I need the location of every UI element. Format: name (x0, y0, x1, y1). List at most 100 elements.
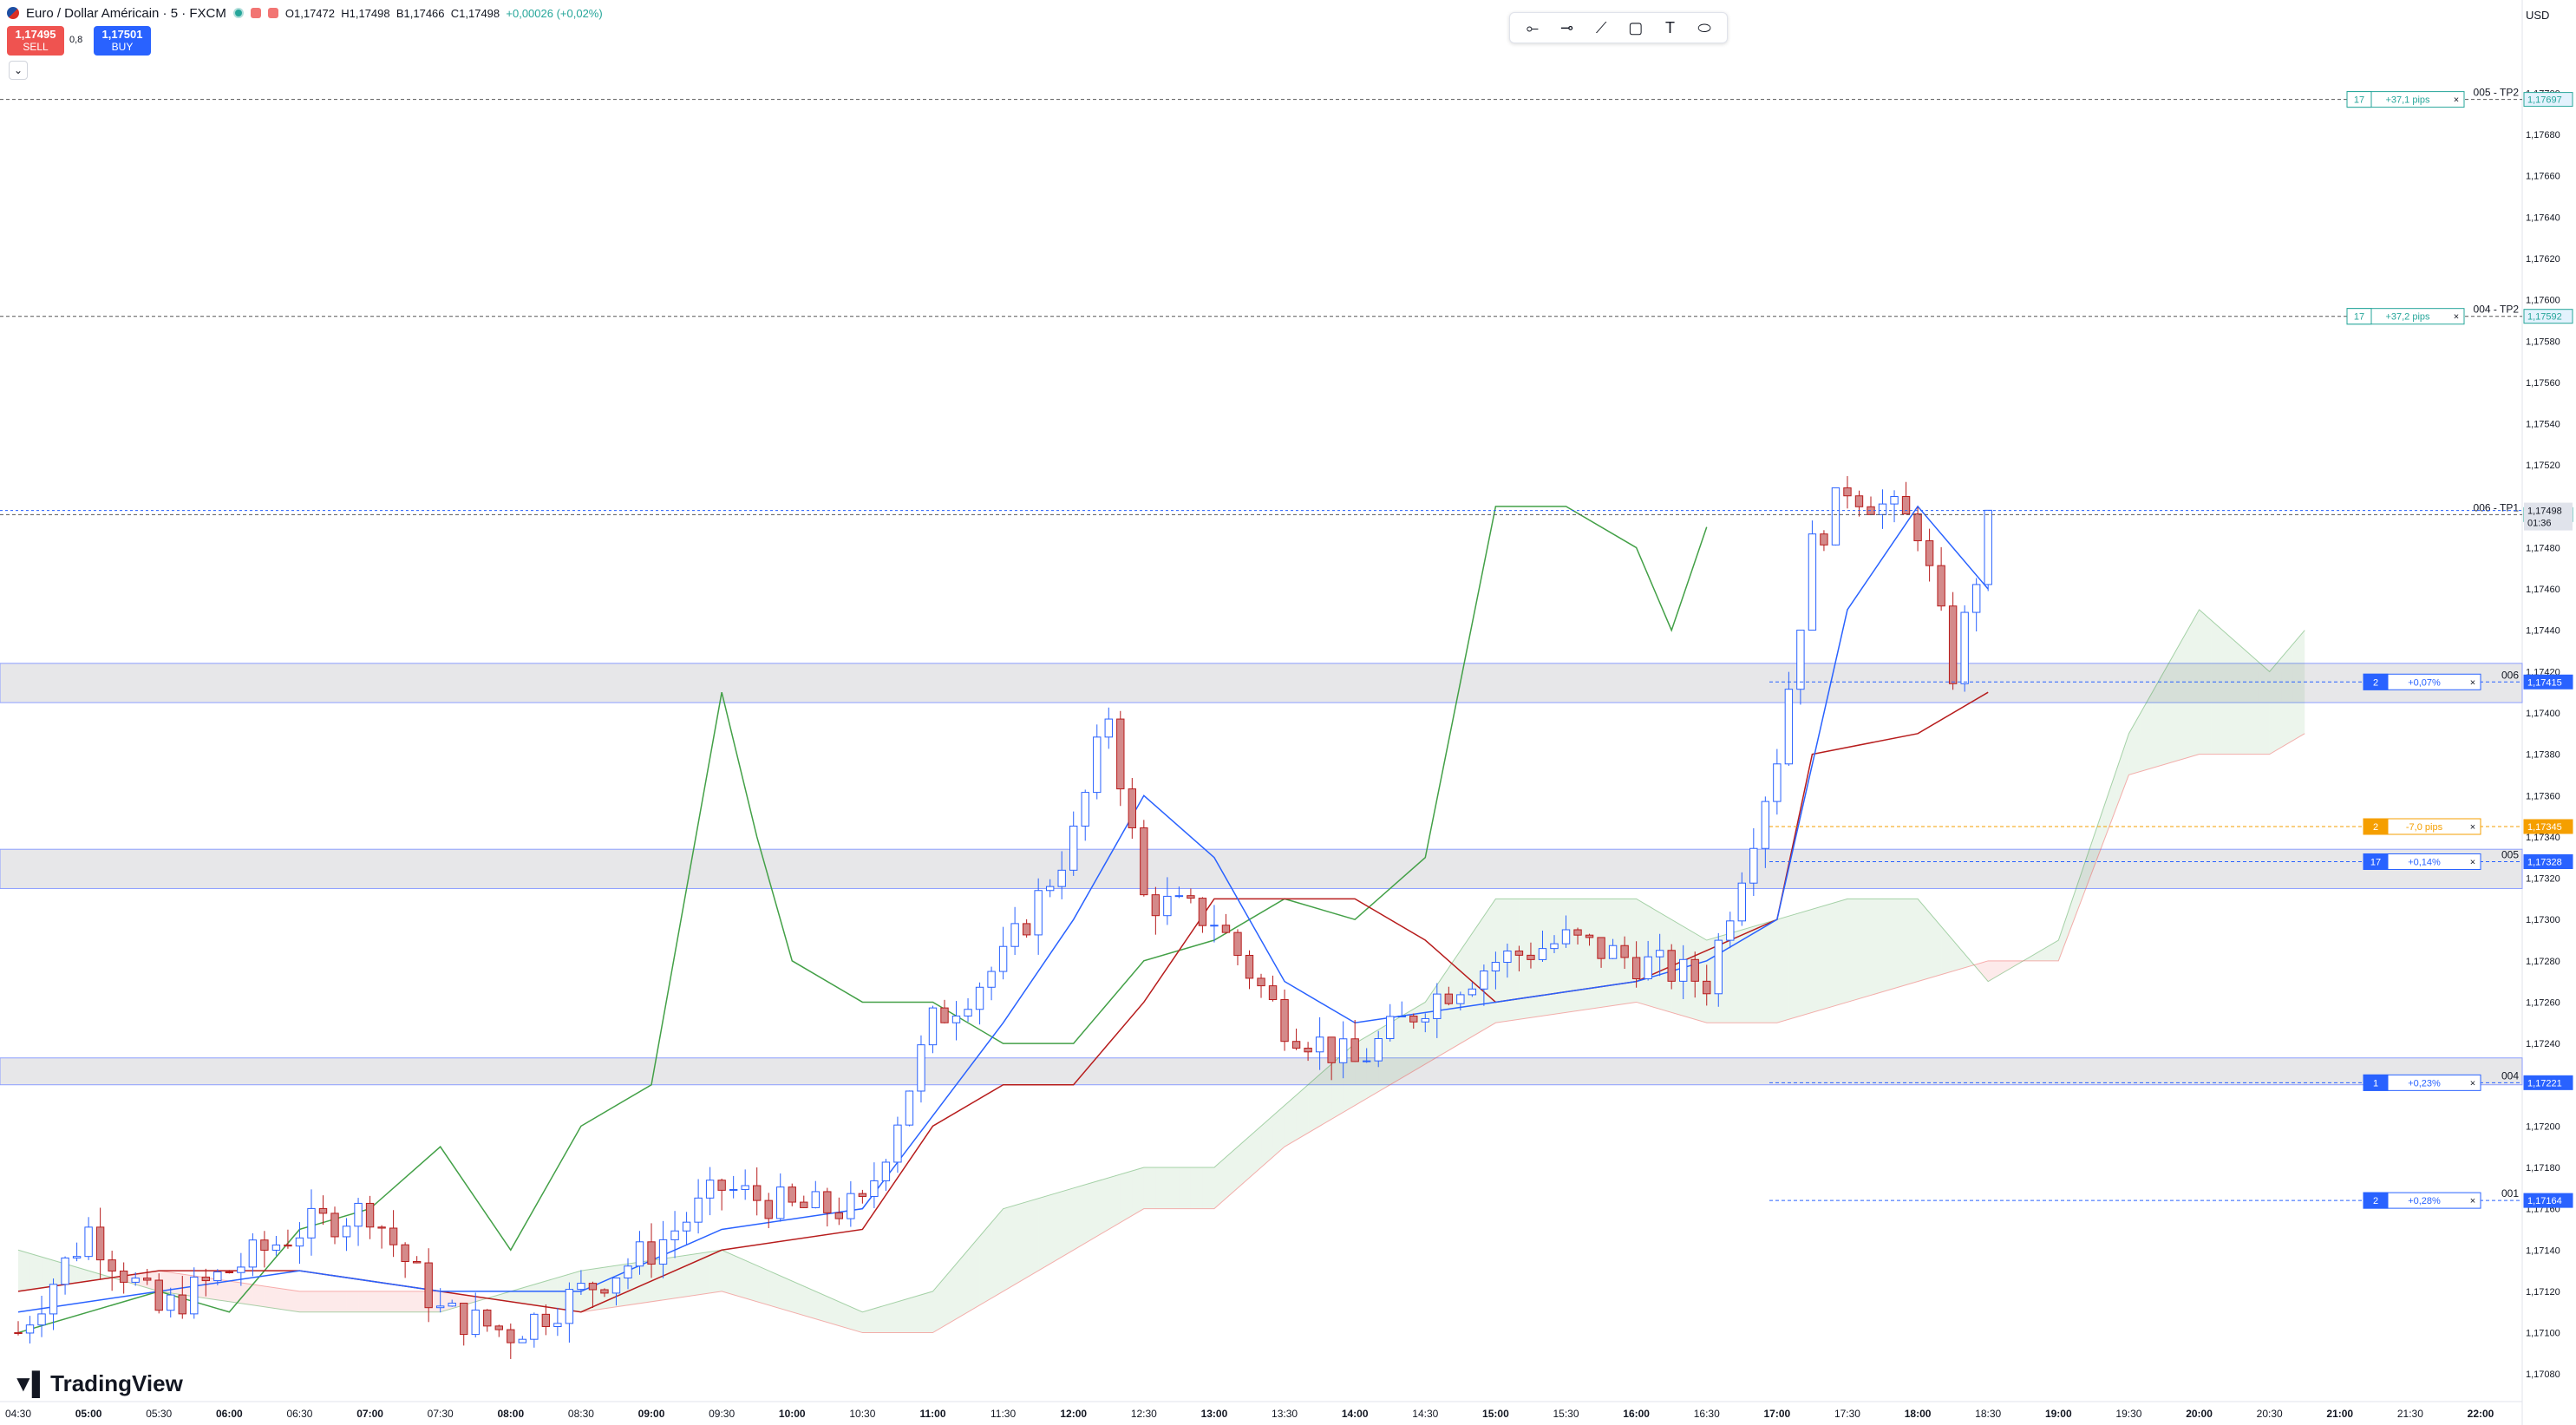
price-tick-label: 1,17600 (2526, 296, 2560, 306)
time-tick-label: 15:00 (1482, 1408, 1509, 1420)
candle-body (1561, 929, 1571, 945)
buy-price: 1,17501 (101, 28, 143, 41)
candle (1679, 945, 1688, 1000)
candle-body (530, 1313, 539, 1340)
cloud-strip (2199, 609, 2212, 755)
cloud-strip (1906, 899, 1919, 985)
candle (237, 1252, 245, 1286)
candle (1796, 630, 1805, 705)
order-qty-box (2363, 1074, 2389, 1091)
rectangle-icon[interactable]: ▢ (1628, 18, 1644, 36)
candle-body (1034, 890, 1043, 936)
order-price-label: 1,17415 (2527, 677, 2562, 688)
currency-label[interactable]: USD (2526, 9, 2550, 22)
cloud-strip (1765, 919, 1777, 1023)
sell-button[interactable]: 1,17495 SELL (7, 26, 64, 56)
cloud-strip (1120, 1170, 1133, 1223)
candle (131, 1271, 140, 1286)
candle-body (658, 1239, 668, 1265)
candle-body (1608, 945, 1618, 959)
close-icon: × (2454, 95, 2459, 106)
candle-body (354, 1202, 363, 1227)
cloud-strip (2116, 733, 2129, 807)
price-tick-label: 1,17380 (2526, 750, 2560, 761)
chikou-line (17, 506, 1708, 1334)
cloud-strip (463, 1294, 476, 1305)
candle (998, 926, 1008, 980)
time-tick-label: 18:00 (1905, 1408, 1932, 1420)
candle (84, 1217, 93, 1260)
text-icon[interactable]: T (1664, 18, 1675, 36)
cloud-strip (1612, 899, 1625, 1006)
candle (1867, 496, 1875, 516)
candle-body (49, 1284, 58, 1315)
buy-button[interactable]: 1,17501 BUY (94, 26, 151, 56)
candle (1667, 944, 1676, 990)
candle (635, 1231, 644, 1275)
candle (823, 1187, 832, 1227)
candle-body (635, 1241, 644, 1267)
trend-line-icon[interactable]: ⟋ (1595, 18, 1607, 36)
candle (1703, 964, 1711, 1006)
candle-body (507, 1329, 515, 1343)
cloud-strip (1729, 930, 1742, 1023)
candle (964, 997, 972, 1023)
cloud-strip (510, 1287, 523, 1304)
candle (412, 1256, 422, 1264)
cloud-strip (1026, 1198, 1039, 1278)
candle (330, 1206, 339, 1245)
settings-icon[interactable] (267, 8, 278, 18)
candle-body (776, 1186, 785, 1219)
candle-body (1350, 1038, 1359, 1062)
order-qty-box (2363, 818, 2389, 835)
candle-body (647, 1241, 656, 1265)
symbol-title[interactable]: Euro / Dollar Américain · 5 · FXCM (26, 5, 226, 21)
candle (1784, 671, 1794, 767)
order-label: 006 - TP1 (2474, 501, 2520, 513)
cloud-strip (2222, 630, 2235, 755)
time-tick-label: 11:00 (919, 1408, 945, 1420)
time-tick-label: 13:30 (1272, 1408, 1298, 1420)
candle (225, 1270, 234, 1274)
time-tick-label: 10:30 (849, 1408, 875, 1420)
candle-body (1163, 895, 1172, 917)
chevron-down-icon[interactable]: ⌄ (9, 61, 28, 80)
cloud-strip (2128, 713, 2141, 775)
buy-label: BUY (111, 41, 134, 53)
candle (1585, 933, 1594, 946)
watermark-text: TradingView (50, 1370, 183, 1396)
candle (1187, 888, 1195, 904)
ellipse-icon[interactable]: ⬭ (1697, 18, 1711, 36)
cloud-strip (287, 1289, 300, 1312)
time-tick-label: 20:30 (2257, 1408, 2283, 1420)
candle (167, 1287, 175, 1318)
candle (881, 1159, 891, 1192)
order-text: -7,0 pips (2406, 822, 2443, 833)
close-icon: × (2454, 312, 2459, 323)
time-tick-label: 06:30 (286, 1408, 312, 1420)
candle-body (729, 1188, 738, 1191)
candle-body (1620, 945, 1629, 958)
cloud-strip (1073, 1184, 1086, 1251)
candle-body (237, 1266, 245, 1273)
horizontal-line-icon[interactable]: ⟜ (1526, 18, 1540, 36)
candle-body (811, 1191, 820, 1208)
time-tick-label: 12:30 (1131, 1408, 1157, 1420)
candle-body (1631, 957, 1641, 980)
candle (1315, 1016, 1324, 1070)
candle-body (1597, 937, 1605, 959)
cloud-strip (1871, 899, 1883, 996)
cloud-strip (803, 1285, 816, 1319)
candle-body (483, 1309, 492, 1327)
candle (178, 1276, 186, 1319)
order-price-tag (2523, 1193, 2573, 1208)
price-tick-label: 1,17080 (2526, 1369, 2560, 1380)
order-qty-box (2363, 673, 2389, 690)
horizontal-ray-icon[interactable]: ⊸ (1559, 18, 1574, 36)
visibility-icon[interactable] (250, 8, 261, 18)
time-tick-label: 20:00 (2186, 1408, 2213, 1420)
cloud-strip (358, 1291, 370, 1312)
cloud-strip (1578, 899, 1590, 1011)
candle (1608, 938, 1618, 959)
